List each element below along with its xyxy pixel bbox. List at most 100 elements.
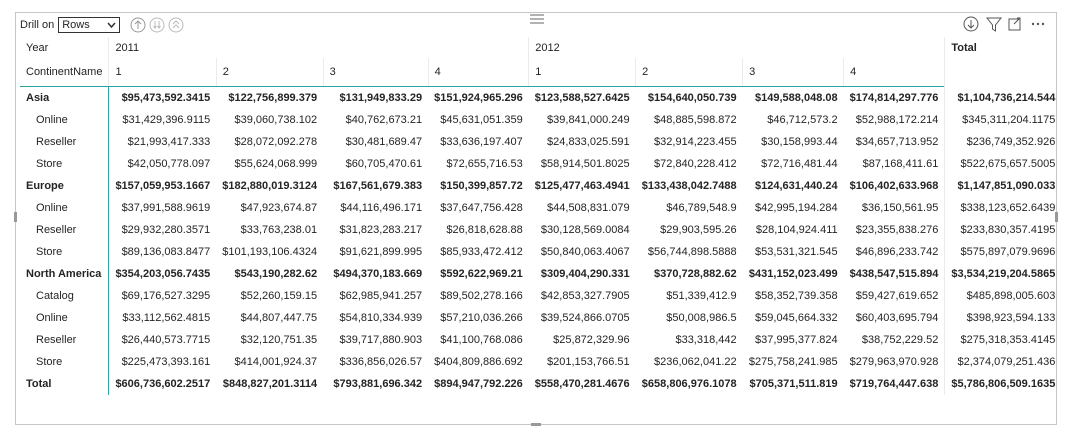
value-cell: $39,524,866.0705: [540, 312, 630, 324]
value-cell: $60,403,695.794: [855, 312, 939, 324]
value-cell: $25,872,329.96: [553, 334, 630, 346]
expand-all[interactable]: [168, 17, 184, 33]
value-cell: $50,008,986.5: [666, 312, 737, 324]
value-cell: $56,744,898.5888: [647, 246, 737, 258]
value-cell: $30,158,993.44: [761, 136, 838, 148]
value-cell: $31,429,396.9115: [122, 114, 211, 126]
value-cell: $59,045,664.332: [755, 312, 838, 324]
value-cell: $44,116,496.171: [340, 202, 423, 214]
value-cell: $48,885,598.872: [654, 114, 737, 126]
header-row: ContinentName 1 2 3 4 1 2 3 4: [20, 58, 1061, 87]
value-cell: $122,756,899.379: [228, 92, 318, 104]
drill-option: Rows: [62, 19, 90, 31]
matrix-row: Store $42,050,778.097 $55,624,068.999 $60,7…: [20, 153, 1062, 175]
value-cell: $279,963,970.928: [849, 356, 939, 368]
value-cell: $44,508,831.079: [547, 202, 630, 214]
matrix-row: Store $89,136,083.8477 $101,193,106.4324 $9…: [20, 241, 1062, 263]
quarter-header: 3: [742, 58, 844, 87]
value-cell: $522,675,657.5005: [944, 153, 1062, 175]
value-cell: $72,840,228.412: [654, 158, 737, 170]
resize-handle[interactable]: [14, 212, 17, 222]
value-cell: $32,914,223.455: [654, 136, 737, 148]
value-cell: $37,991,588.9619: [121, 202, 211, 214]
value-cell: $354,203,056.7435: [115, 268, 211, 280]
visual-icons: [963, 16, 1045, 32]
drill-up[interactable]: [130, 17, 146, 33]
value-cell: $182,880,019.3124: [222, 180, 318, 192]
filter-icon[interactable]: [985, 17, 1003, 32]
value-cell: $89,136,083.8477: [121, 246, 211, 258]
value-cell: $23,355,838.276: [855, 224, 939, 236]
matrix-row: Catalog $69,176,527.3295 $52,260,159.15 $62…: [20, 285, 1062, 307]
value-cell: $133,438,042.7488: [641, 180, 737, 192]
quarter-header: 4: [843, 58, 945, 87]
value-cell: $150,399,857.72: [440, 180, 523, 192]
value-cell: $46,712,573.2: [767, 114, 838, 126]
value-cell: $275,758,241.985: [748, 356, 838, 368]
value-cell: $174,814,297.776: [849, 92, 939, 104]
value-cell: $123,588,527.6425: [534, 92, 630, 104]
matrix-row: Reseller $29,932,280.3571 $33,763,238.01 $3…: [20, 219, 1062, 241]
matrix-row: Reseller $21,993,417.333 $28,072,092.278 $3…: [20, 131, 1062, 153]
value-cell: $54,810,334.939: [339, 312, 423, 324]
value-cell: $370,728,882.62: [654, 268, 737, 280]
row-label: Store: [20, 241, 110, 263]
value-cell: $42,050,778.097: [127, 158, 211, 170]
value-cell: $154,640,050.739: [647, 92, 737, 104]
value-cell: $32,120,751.35: [240, 334, 318, 346]
value-cell: $52,988,172.214: [855, 114, 939, 126]
value-cell: $494,370,183.669: [333, 268, 423, 280]
value-cell: $848,827,201.3114: [222, 378, 318, 390]
value-cell: $31,823,283.217: [339, 224, 423, 236]
value-cell: $62,985,941.257: [339, 290, 423, 302]
value-cell: $26,818,628.88: [446, 224, 523, 236]
value-cell: $91,621,899.995: [339, 246, 423, 258]
value-cell: $575,897,079.9696: [944, 241, 1062, 263]
value-cell: $30,481,689.47: [345, 136, 423, 148]
value-cell: $47,923,674.87: [240, 202, 318, 214]
value-cell: $338,123,652.6439: [944, 197, 1062, 219]
value-cell: $404,809,886.692: [434, 356, 523, 368]
toolbar: Drill on Rows: [20, 15, 121, 35]
year-header: 2011: [108, 37, 529, 58]
value-cell: $201,153,766.51: [547, 356, 630, 368]
matrix-row: Total $606,736,602.2517 $848,827,201.3114 $…: [20, 373, 1062, 395]
resize-handle[interactable]: [531, 423, 541, 426]
row-label: Online: [20, 197, 110, 219]
value-cell: $558,470,281.4676: [534, 378, 630, 390]
value-cell: $57,210,036.266: [440, 312, 523, 324]
value-cell: $3,534,219,204.5865: [944, 263, 1062, 285]
focus-mode[interactable]: [1008, 17, 1021, 31]
total-header: Total: [944, 37, 1062, 87]
matrix-row: Online $37,991,588.9619 $47,923,674.87 $44,…: [20, 197, 1062, 219]
row-label: Reseller: [20, 219, 110, 241]
value-cell: $125,477,463.4941: [534, 180, 630, 192]
quarter-header: 3: [322, 58, 429, 87]
drag-grip[interactable]: [529, 13, 545, 25]
value-cell: $55,624,068.999: [234, 158, 318, 170]
matrix-row: Europe $157,059,953.1667 $182,880,019.3124…: [20, 175, 1062, 197]
value-cell: $336,856,026.57: [339, 356, 423, 368]
header-row: Year 2011 2012 Total: [20, 37, 1062, 87]
corner-label: Year: [26, 41, 49, 54]
value-cell: $42,853,327.7905: [540, 290, 630, 302]
drill-label: Drill on: [20, 19, 55, 31]
value-cell: $28,104,924.411: [755, 224, 838, 236]
value-cell: $167,561,679.383: [333, 180, 423, 192]
value-cell: $28,072,092.278: [234, 136, 318, 148]
row-label: Asia: [20, 86, 110, 109]
more-options[interactable]: [1031, 22, 1045, 26]
value-cell: $46,789,548.9: [666, 202, 737, 214]
value-cell: $39,841,000.249: [547, 114, 630, 126]
drill-down-next[interactable]: [149, 17, 165, 33]
value-cell: $398,923,594.133: [944, 307, 1062, 329]
value-cell: $106,402,633.968: [849, 180, 939, 192]
drill-mode[interactable]: [963, 16, 979, 32]
drill-select[interactable]: Rows: [58, 17, 121, 33]
value-cell: $131,949,833.29: [339, 92, 423, 104]
value-cell: $345,311,204.1175: [944, 109, 1062, 131]
value-cell: $30,128,569.0084: [540, 224, 630, 236]
value-cell: $26,440,573.7715: [121, 334, 211, 346]
row-label: Total: [20, 373, 110, 395]
value-cell: $60,705,470.61: [345, 158, 423, 170]
